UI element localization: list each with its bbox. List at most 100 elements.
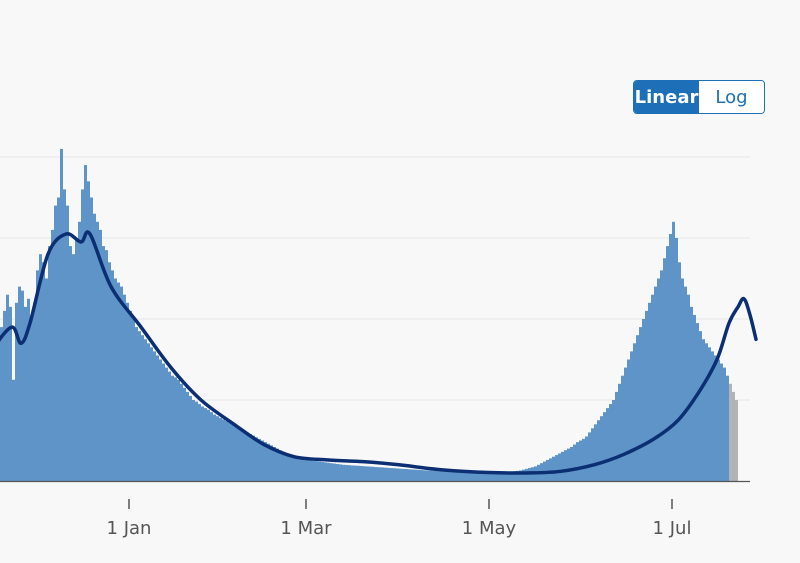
bar-2021-07-17[interactable]	[720, 363, 723, 481]
bar-2021-02-04[interactable]	[231, 424, 234, 481]
bar-2021-03-22[interactable]	[369, 466, 372, 481]
bar-2021-04-28[interactable]	[480, 472, 483, 481]
bar-2021-05-03[interactable]	[495, 472, 498, 481]
bar-2021-03-16[interactable]	[351, 465, 354, 481]
bar-2021-01-16[interactable]	[174, 377, 177, 481]
bar-2021-04-21[interactable]	[459, 472, 462, 481]
bar-2021-07-09[interactable]	[696, 323, 699, 481]
bar-2021-06-24[interactable]	[651, 294, 654, 481]
bar-2021-06-19[interactable]	[636, 335, 639, 481]
bar-2021-07-15[interactable]	[714, 355, 717, 481]
bar-2021-06-18[interactable]	[633, 343, 636, 481]
bar-2021-06-08[interactable]	[603, 412, 606, 481]
bar-2021-07-14[interactable]	[711, 351, 714, 481]
bar-2020-11-20[interactable]	[3, 310, 6, 481]
bar-2021-03-27[interactable]	[384, 467, 387, 481]
bar-2021-01-22[interactable]	[192, 400, 195, 481]
bar-2020-11-25[interactable]	[18, 286, 21, 481]
bar-2021-01-24[interactable]	[198, 404, 201, 481]
bar-2021-02-21[interactable]	[282, 451, 285, 481]
bar-2021-06-11[interactable]	[612, 400, 615, 481]
bar-2021-06-28[interactable]	[663, 258, 666, 481]
bar-2021-01-10[interactable]	[156, 355, 159, 481]
bar-2021-06-25[interactable]	[654, 286, 657, 481]
bar-2021-03-14[interactable]	[345, 464, 348, 481]
bar-2021-06-01[interactable]	[582, 438, 585, 481]
bar-2021-02-23[interactable]	[288, 455, 291, 481]
bar-2021-04-04[interactable]	[408, 469, 411, 481]
bar-2021-03-29[interactable]	[390, 468, 393, 481]
bar-2021-06-10[interactable]	[609, 404, 612, 481]
bar-2021-03-02[interactable]	[309, 460, 312, 481]
bar-2021-06-12[interactable]	[615, 391, 618, 481]
bar-2020-12-26[interactable]	[111, 270, 114, 481]
bar-2021-05-10[interactable]	[516, 470, 519, 482]
bar-2021-05-29[interactable]	[573, 444, 576, 481]
bar-2021-01-19[interactable]	[183, 387, 186, 481]
bar-2021-07-06[interactable]	[687, 294, 690, 481]
log-scale-button[interactable]: Log	[699, 81, 764, 113]
bar-2021-03-18[interactable]	[357, 465, 360, 481]
bar-2020-12-07[interactable]	[54, 205, 57, 481]
bar-2021-03-06[interactable]	[321, 461, 324, 481]
bar-2021-06-30[interactable]	[669, 233, 672, 481]
bar-2021-04-02[interactable]	[402, 468, 405, 481]
bar-2021-05-27[interactable]	[567, 448, 570, 481]
bar-2021-07-19[interactable]	[726, 375, 729, 481]
bar-2020-12-01[interactable]	[36, 270, 39, 481]
bar-2021-02-08[interactable]	[243, 430, 246, 481]
bar-2021-03-05[interactable]	[318, 461, 321, 481]
bar-2021-04-30[interactable]	[486, 472, 489, 481]
bar-2021-01-15[interactable]	[171, 375, 174, 481]
bar-2021-06-09[interactable]	[606, 408, 609, 481]
bar-2021-06-06[interactable]	[597, 420, 600, 481]
bar-2021-01-13[interactable]	[165, 367, 168, 481]
bar-2021-03-04[interactable]	[315, 461, 318, 481]
bar-2021-04-17[interactable]	[447, 471, 450, 481]
bar-2020-12-20[interactable]	[93, 213, 96, 481]
bar-2021-05-24[interactable]	[558, 453, 561, 481]
bar-2020-12-27[interactable]	[114, 278, 117, 482]
bar-2020-12-21[interactable]	[96, 221, 99, 482]
bar-2021-01-17[interactable]	[177, 379, 180, 481]
bar-2021-01-03[interactable]	[135, 327, 138, 481]
bar-2021-02-10[interactable]	[249, 434, 252, 481]
bar-2020-12-28[interactable]	[117, 282, 120, 481]
bar-2021-04-23[interactable]	[465, 472, 468, 481]
bar-2020-11-27[interactable]	[24, 306, 27, 481]
bar-2021-06-16[interactable]	[627, 359, 630, 482]
bar-2021-07-22[interactable]	[735, 400, 738, 481]
bar-2021-06-29[interactable]	[666, 246, 669, 481]
bar-2021-01-04[interactable]	[138, 331, 141, 481]
bar-2021-04-07[interactable]	[417, 469, 420, 481]
bar-2021-03-13[interactable]	[342, 464, 345, 481]
bar-2021-06-05[interactable]	[594, 424, 597, 481]
bar-2021-02-27[interactable]	[300, 458, 303, 481]
bar-2021-02-24[interactable]	[291, 455, 294, 481]
bar-2021-04-11[interactable]	[429, 470, 432, 481]
bar-2021-07-04[interactable]	[681, 278, 684, 482]
bar-2021-01-29[interactable]	[213, 414, 216, 481]
bar-2021-03-08[interactable]	[327, 462, 330, 481]
bar-2021-07-03[interactable]	[678, 262, 681, 481]
bar-2020-11-30[interactable]	[33, 302, 36, 481]
bar-2020-11-28[interactable]	[27, 298, 30, 481]
bar-2021-01-20[interactable]	[186, 391, 189, 481]
bar-2020-12-15[interactable]	[78, 221, 81, 482]
bar-2021-02-22[interactable]	[285, 453, 288, 481]
bar-2021-04-15[interactable]	[441, 471, 444, 481]
bar-2021-04-09[interactable]	[423, 470, 426, 481]
bar-2021-05-11[interactable]	[519, 470, 522, 481]
bar-2021-02-17[interactable]	[270, 445, 273, 481]
bar-2021-02-18[interactable]	[273, 446, 276, 481]
bar-2021-06-15[interactable]	[624, 367, 627, 481]
bar-2021-02-07[interactable]	[240, 429, 243, 481]
bar-2020-12-11[interactable]	[66, 205, 69, 481]
bar-2021-07-11[interactable]	[702, 339, 705, 481]
bar-2021-02-13[interactable]	[258, 438, 261, 481]
bar-2021-06-21[interactable]	[642, 319, 645, 481]
bar-2021-04-20[interactable]	[456, 472, 459, 481]
bar-2021-04-05[interactable]	[411, 469, 414, 482]
bar-2021-06-23[interactable]	[648, 302, 651, 481]
bar-2021-02-16[interactable]	[267, 443, 270, 481]
